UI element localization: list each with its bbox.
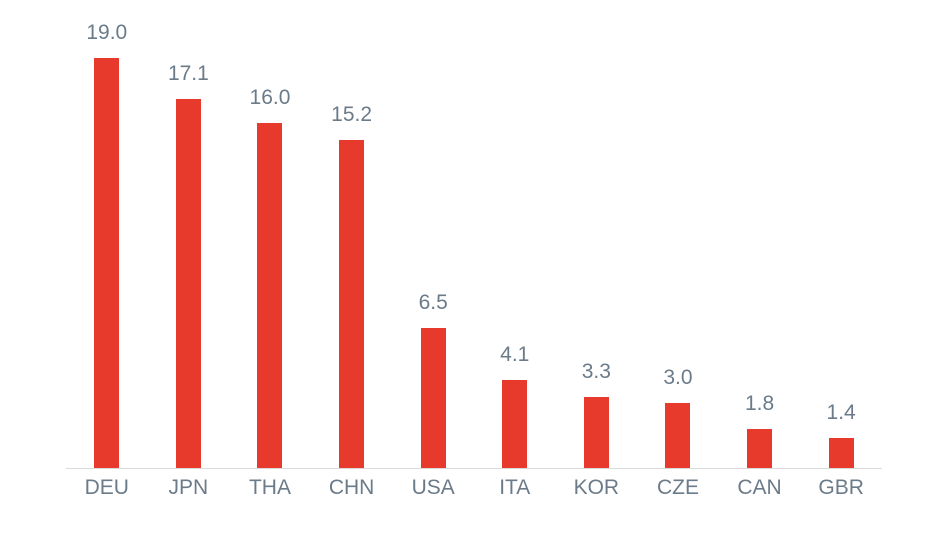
x-axis-tick-label: CZE xyxy=(656,476,699,499)
bar xyxy=(339,140,365,468)
bar-value-label: 17.1 xyxy=(167,61,209,85)
bar-slot: 17.1 xyxy=(148,0,230,468)
bar xyxy=(828,438,854,468)
bar-slot: 3.0 xyxy=(637,0,719,468)
x-axis-tick-label: ITA xyxy=(499,476,531,499)
plot-area: 19.0 17.1 16.0 15.2 6.5 4.1 3.3 3.0 1.8 1.4 xyxy=(66,0,882,469)
bar-value-label: 16.0 xyxy=(249,85,291,109)
bar-slot: 19.0 xyxy=(66,0,148,468)
bar-value-label: 6.5 xyxy=(418,290,448,314)
x-axis-tick-label: KOR xyxy=(573,476,620,499)
bar-value-label: 1.4 xyxy=(826,400,856,424)
bar-slot: 15.2 xyxy=(311,0,393,468)
bar xyxy=(94,58,120,468)
bar xyxy=(583,397,609,468)
x-axis-tick-label: CHN xyxy=(328,476,375,499)
bar xyxy=(175,99,201,468)
x-axis-labels: DEU JPN THA CHN USA ITA KOR CZE CAN GBR xyxy=(66,476,882,500)
x-axis-tick-label: GBR xyxy=(818,476,864,499)
bar xyxy=(665,403,691,468)
x-axis-tick-label: JPN xyxy=(168,476,209,499)
bar-slot: 6.5 xyxy=(392,0,474,468)
bar-slot: 4.1 xyxy=(474,0,556,468)
bar-slot: 1.4 xyxy=(800,0,882,468)
x-axis-tick-label: THA xyxy=(248,476,291,499)
bar xyxy=(257,123,283,468)
bar-value-label: 15.2 xyxy=(331,102,373,126)
bar xyxy=(502,380,528,468)
bar-value-label: 19.0 xyxy=(86,20,128,44)
bar-slot: 16.0 xyxy=(229,0,311,468)
bar-value-label: 3.0 xyxy=(663,365,693,389)
bar xyxy=(747,429,773,468)
x-axis-tick-label: DEU xyxy=(84,476,129,499)
bar-value-label: 4.1 xyxy=(500,342,530,366)
x-axis-tick-label: CAN xyxy=(737,476,782,499)
bar-slot: 3.3 xyxy=(556,0,638,468)
bar-value-label: 1.8 xyxy=(744,391,775,415)
bar xyxy=(420,328,446,468)
x-axis-tick-label: USA xyxy=(411,476,455,499)
bar-slot: 1.8 xyxy=(719,0,801,468)
bar-value-label: 3.3 xyxy=(581,359,611,383)
